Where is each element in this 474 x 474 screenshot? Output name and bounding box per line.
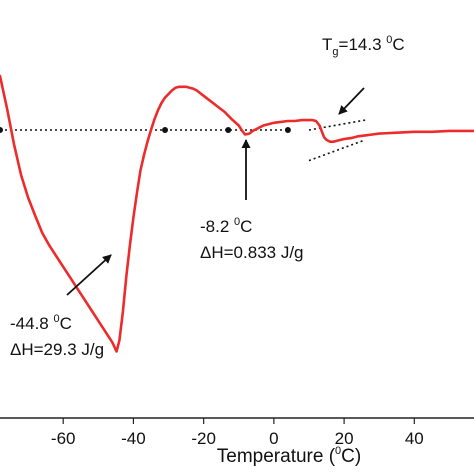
- peak2-enthalpy-label: ΔH=0.833 J/g: [200, 243, 304, 262]
- tg-label: Tg=14.3 0C: [322, 34, 405, 58]
- baseline-dot: [0, 127, 3, 133]
- tg-subscript: g: [332, 46, 338, 58]
- peak2-temp-after: C: [240, 217, 252, 236]
- tg-after: C: [392, 35, 404, 54]
- x-tick-label: 20: [335, 429, 354, 448]
- x-tick-label: -20: [191, 429, 216, 448]
- annotation-peak2: -8.2 0C ΔH=0.833 J/g: [200, 139, 304, 262]
- baseline-dot: [284, 127, 291, 133]
- x-axis-title: Temperature (0C): [217, 445, 361, 467]
- peak1-temperature-label: -44.8 0C: [10, 313, 72, 333]
- peak1-temp-superscript: 0: [53, 313, 59, 325]
- baseline-dot: [225, 127, 232, 133]
- x-tick-label: 40: [405, 429, 424, 448]
- peak2-temp-before: -8.2: [200, 217, 234, 236]
- x-axis-title-after: C): [341, 446, 361, 467]
- x-tick-label: 0: [269, 429, 278, 448]
- tg-superscript: 0: [386, 34, 392, 46]
- arrow-tg: [338, 87, 365, 115]
- x-axis-title-superscript: 0: [335, 445, 341, 457]
- dot-layer: [0, 127, 291, 133]
- x-tick-label: -60: [51, 429, 76, 448]
- peak1-temp-before: -44.8: [10, 314, 53, 333]
- peak1-enthalpy-label: ΔH=29.3 J/g: [10, 340, 104, 359]
- x-tick-label: -40: [121, 429, 146, 448]
- peak2-temp-superscript: 0: [234, 216, 240, 228]
- baseline-dot: [162, 127, 169, 133]
- x-ticks: -60 -40 -20 0 20 40: [51, 418, 424, 448]
- plot-area: -60 -40 -20 0 20 40: [0, 74, 474, 448]
- tg-tangent-line: [308, 139, 366, 162]
- series-layer: [0, 74, 474, 353]
- tg-base: T: [322, 35, 332, 54]
- peak2-temperature-label: -8.2 0C: [200, 216, 252, 236]
- peak1-temp-after: C: [60, 314, 72, 333]
- x-axis-title-before: Temperature (: [217, 446, 336, 467]
- arrow-peak1: [66, 254, 112, 296]
- tg-middle: =14.3: [339, 35, 387, 54]
- annotation-peak1: -44.8 0C ΔH=29.3 J/g: [10, 254, 112, 359]
- dsc-curve: [0, 74, 474, 353]
- annotation-tg: Tg=14.3 0C: [322, 34, 405, 115]
